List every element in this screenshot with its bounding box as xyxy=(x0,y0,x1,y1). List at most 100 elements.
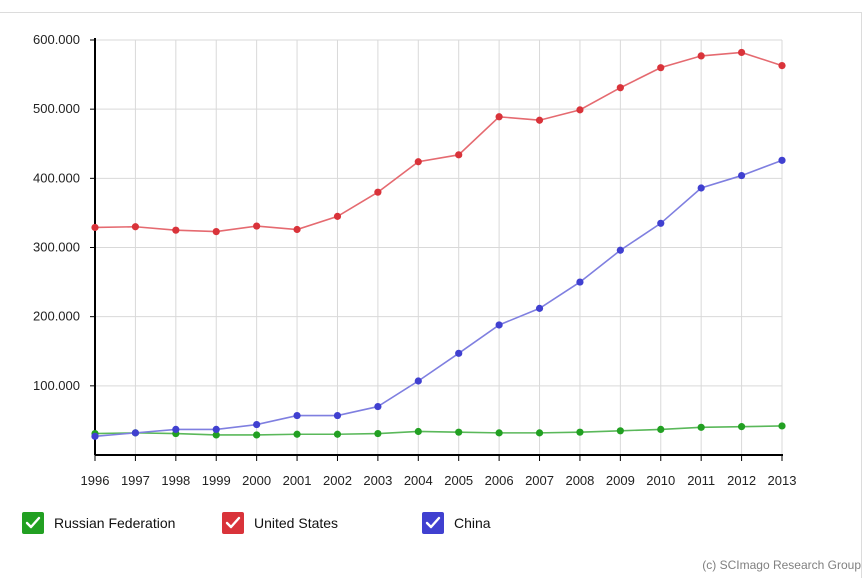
x-tick-label: 2008 xyxy=(565,473,594,488)
data-point xyxy=(374,188,382,196)
data-point xyxy=(576,278,584,286)
data-point xyxy=(131,223,140,231)
legend: Russian Federation United States China xyxy=(22,510,722,536)
check-icon xyxy=(25,516,41,529)
x-tick-label: 1997 xyxy=(121,473,150,488)
series-line xyxy=(94,425,783,436)
data-point xyxy=(455,428,463,436)
data-point xyxy=(253,420,261,429)
legend-item-china[interactable]: China xyxy=(422,510,491,536)
data-point xyxy=(333,411,342,420)
series-china xyxy=(91,156,786,440)
chart-frame xyxy=(0,12,862,578)
data-point xyxy=(91,432,99,440)
axes xyxy=(94,38,783,456)
legend-label: United States xyxy=(254,515,339,531)
data-point xyxy=(616,84,624,92)
y-tick-label: 500.000 xyxy=(33,101,80,116)
data-point xyxy=(535,429,544,437)
data-point xyxy=(293,411,301,420)
data-point xyxy=(535,116,544,124)
line-chart: 600.000 500.000 400.000 300.000 200.000 100.0… xyxy=(33,32,797,488)
data-point xyxy=(616,246,624,254)
check-icon xyxy=(225,516,241,529)
x-tick-label: 2005 xyxy=(444,473,473,488)
data-point xyxy=(495,113,503,121)
x-tick-label: 2007 xyxy=(525,473,554,488)
data-point xyxy=(657,64,665,72)
y-tick-label: 400.000 xyxy=(33,170,80,185)
x-tick-label: 1999 xyxy=(202,473,231,488)
y-axis-ticks: 600.000 500.000 400.000 300.000 200.000 100.0… xyxy=(33,32,95,393)
data-point xyxy=(495,429,503,437)
data-point xyxy=(91,223,99,232)
data-point xyxy=(455,349,463,357)
x-axis-ticks: 1996 1997 1998 1999 2000 2001 2002 2003 2004 2005… xyxy=(81,455,797,488)
x-tick-label: 2001 xyxy=(283,473,312,488)
data-point xyxy=(778,61,786,70)
x-tick-label: 2006 xyxy=(485,473,514,488)
y-tick-label: 100.000 xyxy=(33,378,80,393)
x-tick-label: 2011 xyxy=(687,473,715,488)
data-point xyxy=(616,427,624,435)
data-point xyxy=(212,425,220,434)
checkbox-icon[interactable] xyxy=(22,512,44,534)
data-point xyxy=(576,428,584,436)
data-point xyxy=(455,151,463,159)
series xyxy=(91,48,786,440)
data-point xyxy=(253,431,261,439)
x-tick-label: 1996 xyxy=(81,473,110,488)
legend-item-united-states[interactable]: United States xyxy=(222,510,338,536)
legend-label: China xyxy=(454,515,491,531)
x-tick-label: 2003 xyxy=(363,473,392,488)
data-point xyxy=(495,321,503,329)
data-point xyxy=(697,52,705,60)
data-point xyxy=(414,158,422,166)
data-point xyxy=(212,227,220,236)
x-tick-label: 2013 xyxy=(768,473,797,488)
x-tick-label: 2012 xyxy=(727,473,756,488)
x-tick-label: 2009 xyxy=(606,473,635,488)
data-point xyxy=(172,425,180,434)
y-tick-label: 300.000 xyxy=(33,240,80,255)
credit-text: (c) SCImago Research Group xyxy=(702,558,861,572)
data-point xyxy=(697,423,705,431)
data-point xyxy=(131,429,140,437)
data-point xyxy=(333,430,342,438)
data-point xyxy=(293,430,301,438)
checkbox-icon[interactable] xyxy=(222,512,244,534)
legend-item-russian-federation[interactable]: Russian Federation xyxy=(22,510,175,536)
data-point xyxy=(414,427,422,436)
data-point xyxy=(737,171,746,180)
x-tick-label: 2010 xyxy=(646,473,675,488)
x-tick-label: 1998 xyxy=(161,473,190,488)
series-russian-federation xyxy=(91,422,786,439)
data-point xyxy=(535,304,544,312)
x-tick-label: 2004 xyxy=(404,473,433,488)
data-point xyxy=(778,156,786,164)
data-point xyxy=(697,184,705,192)
x-tick-label: 2002 xyxy=(323,473,352,488)
data-point xyxy=(172,226,180,234)
data-point xyxy=(293,225,301,234)
data-point xyxy=(778,422,786,430)
data-point xyxy=(657,219,665,227)
data-point xyxy=(576,106,584,114)
check-icon xyxy=(425,516,441,529)
data-point xyxy=(374,402,382,411)
data-point xyxy=(253,222,261,230)
grid-lines xyxy=(94,39,783,455)
data-point xyxy=(414,377,422,385)
x-tick-label: 2000 xyxy=(242,473,271,488)
data-point xyxy=(737,48,746,57)
y-tick-label: 200.000 xyxy=(33,309,80,324)
series-united-states xyxy=(91,48,786,236)
y-tick-label: 600.000 xyxy=(33,32,80,47)
series-line xyxy=(94,51,783,233)
data-point xyxy=(212,431,220,439)
checkbox-icon[interactable] xyxy=(422,512,444,534)
data-point xyxy=(737,423,746,431)
data-point xyxy=(657,425,665,434)
series-line xyxy=(94,159,783,438)
legend-label: Russian Federation xyxy=(54,515,176,531)
